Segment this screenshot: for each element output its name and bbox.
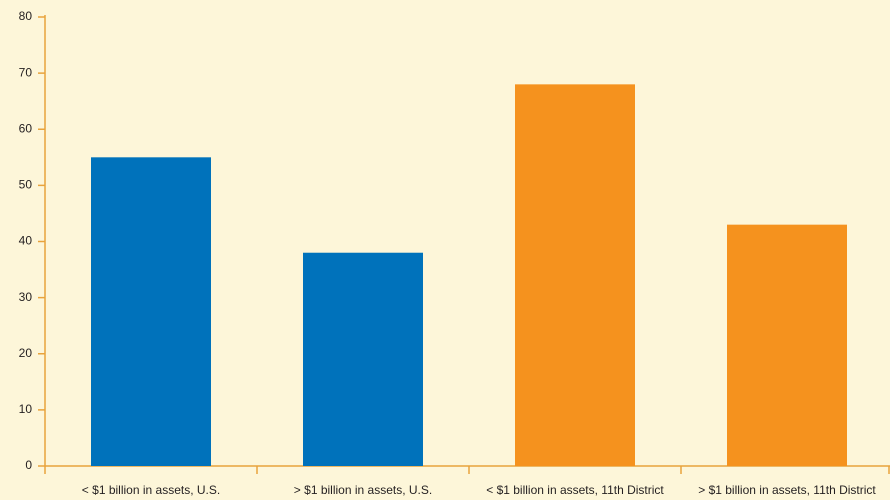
- bar: [515, 84, 635, 466]
- x-tick-label: > $1 billion in assets, 11th District: [698, 483, 876, 497]
- bar: [727, 224, 847, 466]
- bar: [91, 157, 211, 466]
- bar: [303, 252, 423, 466]
- y-tick-label: 20: [19, 346, 33, 360]
- x-tick-label: < $1 billion in assets, U.S.: [82, 483, 220, 497]
- y-tick-label: 50: [19, 178, 33, 192]
- y-tick-label: 40: [19, 234, 33, 248]
- y-tick-label: 30: [19, 290, 33, 304]
- y-tick-label: 80: [19, 9, 33, 23]
- x-tick-label: > $1 billion in assets, U.S.: [294, 483, 432, 497]
- y-tick-label: 0: [25, 458, 32, 472]
- y-tick-label: 70: [19, 65, 33, 79]
- x-tick-label: < $1 billion in assets, 11th District: [486, 483, 664, 497]
- y-tick-label: 60: [19, 121, 33, 135]
- y-tick-label: 10: [19, 402, 33, 416]
